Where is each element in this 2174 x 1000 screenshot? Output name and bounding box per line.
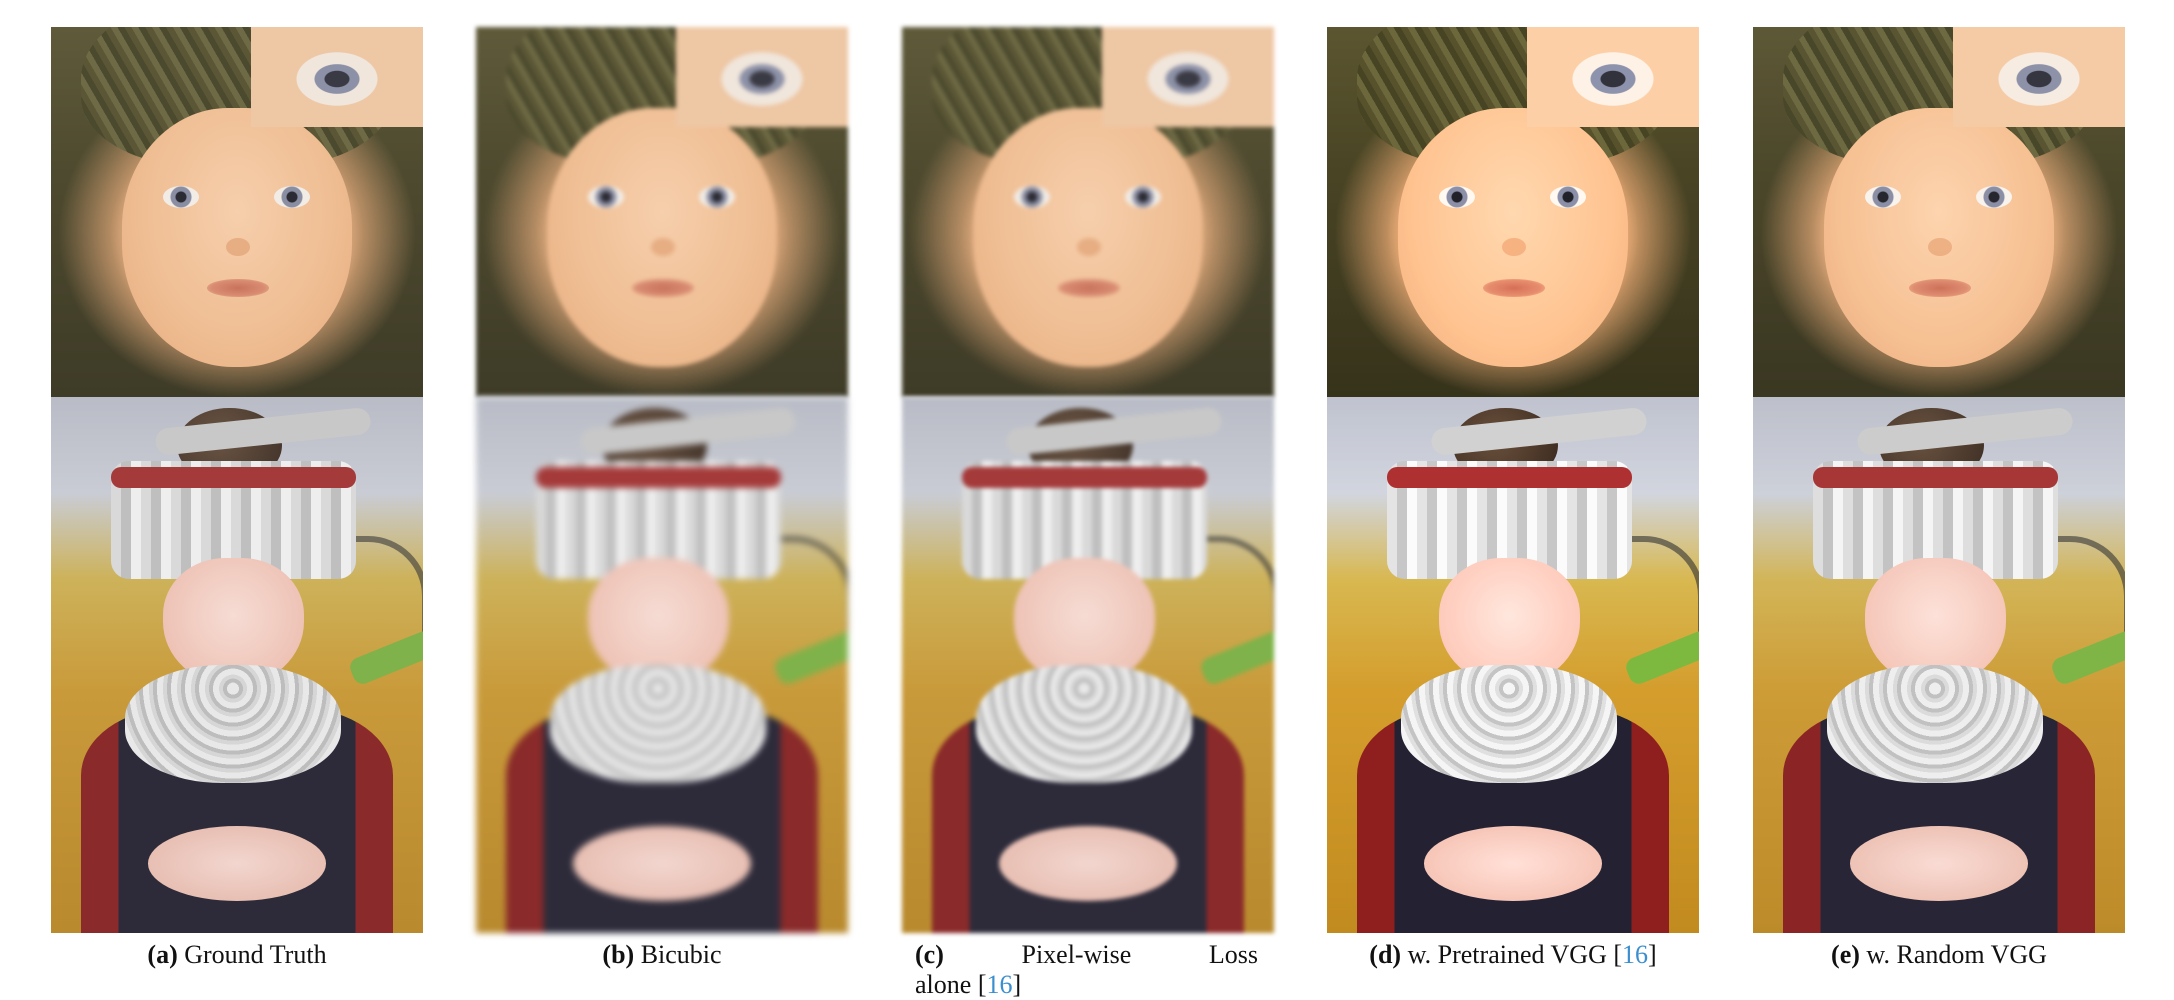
caption-b: (b) Bicubic — [476, 940, 848, 970]
panel-bicubic — [476, 27, 848, 933]
caption-line-1: (c) Pixel-wise Loss — [915, 940, 1258, 970]
baby-image — [476, 27, 848, 397]
caption-letter: (d) — [1369, 940, 1402, 969]
caption-label: Bicubic — [640, 940, 722, 969]
caption-label: w. Pretrained VGG — [1407, 940, 1614, 969]
caption-label: w. Random VGG — [1866, 940, 2047, 969]
caption-letter: (a) — [147, 940, 178, 969]
baby-image — [902, 27, 1274, 397]
eye-zoom-inset — [676, 27, 848, 127]
illustration-image — [1327, 397, 1699, 933]
panel-random-vgg — [1753, 27, 2125, 933]
caption-label-cont: alone — [915, 970, 978, 999]
caption-line-2: alone [16] — [915, 970, 1022, 999]
caption-letter: (c) — [915, 940, 944, 969]
illustration-image — [51, 397, 423, 933]
eye-zoom-inset — [251, 27, 423, 127]
caption-d: (d) w. Pretrained VGG [16] — [1369, 940, 1657, 969]
caption-letter: (e) — [1831, 940, 1860, 969]
panel-pretrained-vgg — [1327, 27, 1699, 933]
illustration-image — [902, 397, 1274, 933]
panel-pixel-wise-loss — [902, 27, 1274, 933]
illustration-image — [1753, 397, 2125, 933]
caption-letter: (b) — [602, 940, 635, 969]
baby-image — [51, 27, 423, 397]
eye-zoom-inset — [1527, 27, 1699, 127]
panel-ground-truth — [51, 27, 423, 933]
caption-c: (c) Pixel-wise Loss alone [16] — [915, 940, 1258, 1000]
caption-label: Pixel-wise Loss — [1021, 940, 1258, 969]
citation-link[interactable]: 16 — [1622, 940, 1649, 969]
baby-image — [1753, 27, 2125, 397]
eye-zoom-inset — [1102, 27, 1274, 127]
baby-image — [1327, 27, 1699, 397]
caption-label: Ground Truth — [184, 940, 327, 969]
citation-link[interactable]: 16 — [986, 970, 1013, 999]
eye-zoom-inset — [1953, 27, 2125, 127]
caption-a: (a) Ground Truth — [51, 940, 423, 970]
illustration-image — [476, 397, 848, 933]
caption-e: (e) w. Random VGG — [1753, 940, 2125, 970]
